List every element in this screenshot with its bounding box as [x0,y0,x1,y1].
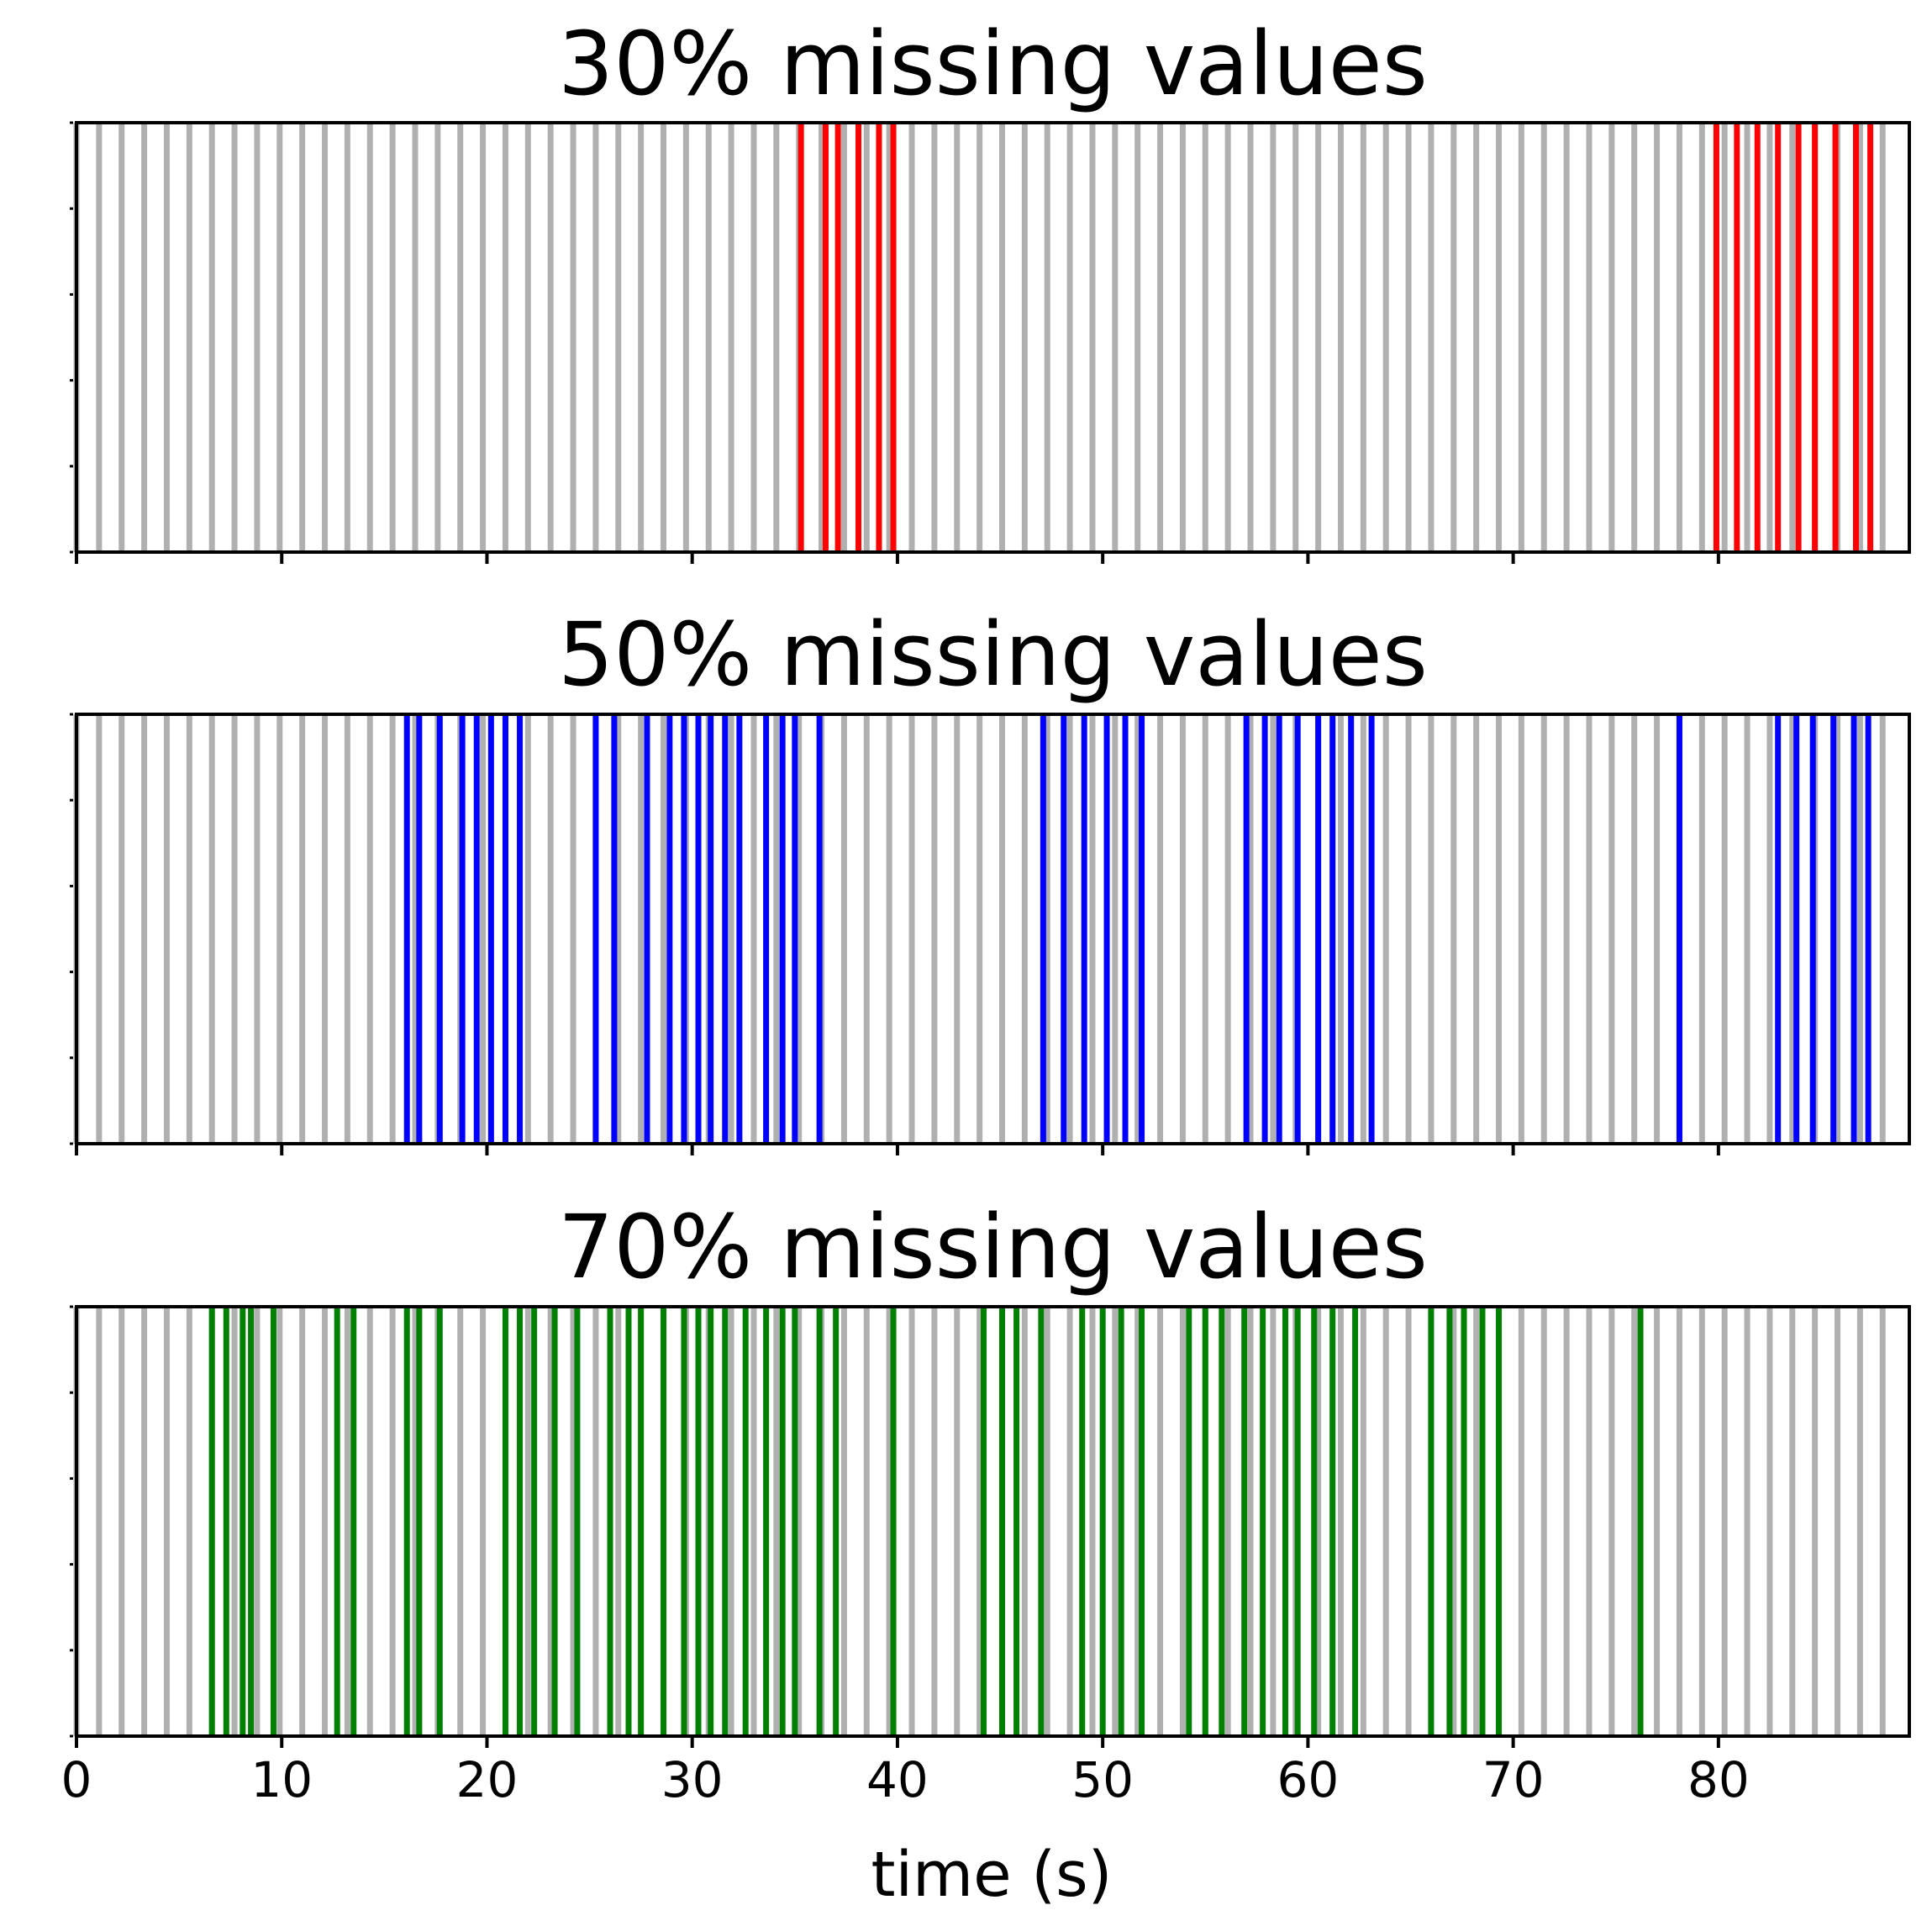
plot-frame [75,1305,1911,1738]
panel-50-percent: 50% missing values [70,603,1911,1155]
plot-frame [75,121,1911,554]
panel-70-percent: 70% missing values [70,1196,1911,1748]
panel-title: 70% missing values [558,1196,1428,1298]
panel-title: 50% missing values [558,603,1428,706]
x-tick-label: 70 [1482,1751,1545,1808]
x-tick-label: 30 [661,1751,724,1808]
x-tick-label: 80 [1687,1751,1750,1808]
x-axis: 0 10 20 30 40 50 60 70 80 [61,1751,1750,1808]
panel-30-percent: 30% missing values [70,13,1911,564]
panel-title: 30% missing values [558,13,1428,115]
x-tick-label: 0 [61,1751,92,1808]
x-tick-label: 20 [456,1751,519,1808]
x-tick-label: 60 [1277,1751,1339,1808]
x-tick-label: 50 [1071,1751,1134,1808]
x-axis-label: time (s) [871,1839,1112,1911]
x-tick-label: 10 [250,1751,313,1808]
plot-frame [75,713,1911,1145]
x-tick-label: 40 [866,1751,929,1808]
